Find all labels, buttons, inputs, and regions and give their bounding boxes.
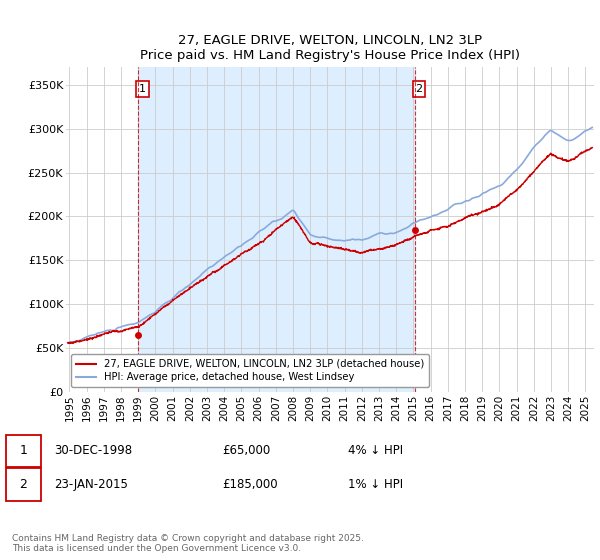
Legend: 27, EAGLE DRIVE, WELTON, LINCOLN, LN2 3LP (detached house), HPI: Average price, : 27, EAGLE DRIVE, WELTON, LINCOLN, LN2 3L… — [71, 354, 429, 387]
Text: 23-JAN-2015: 23-JAN-2015 — [54, 478, 128, 491]
Text: 1: 1 — [19, 444, 28, 458]
Text: 1% ↓ HPI: 1% ↓ HPI — [348, 478, 403, 491]
Text: £185,000: £185,000 — [222, 478, 278, 491]
Text: £65,000: £65,000 — [222, 444, 270, 458]
Text: 1: 1 — [139, 84, 146, 94]
Bar — [138, 67, 415, 392]
Text: 30-DEC-1998: 30-DEC-1998 — [54, 444, 132, 458]
Text: 4% ↓ HPI: 4% ↓ HPI — [348, 444, 403, 458]
Title: 27, EAGLE DRIVE, WELTON, LINCOLN, LN2 3LP
Price paid vs. HM Land Registry's Hous: 27, EAGLE DRIVE, WELTON, LINCOLN, LN2 3L… — [140, 34, 520, 62]
Text: Contains HM Land Registry data © Crown copyright and database right 2025.
This d: Contains HM Land Registry data © Crown c… — [12, 534, 364, 553]
Text: 2: 2 — [415, 84, 422, 94]
Text: 2: 2 — [19, 478, 28, 491]
